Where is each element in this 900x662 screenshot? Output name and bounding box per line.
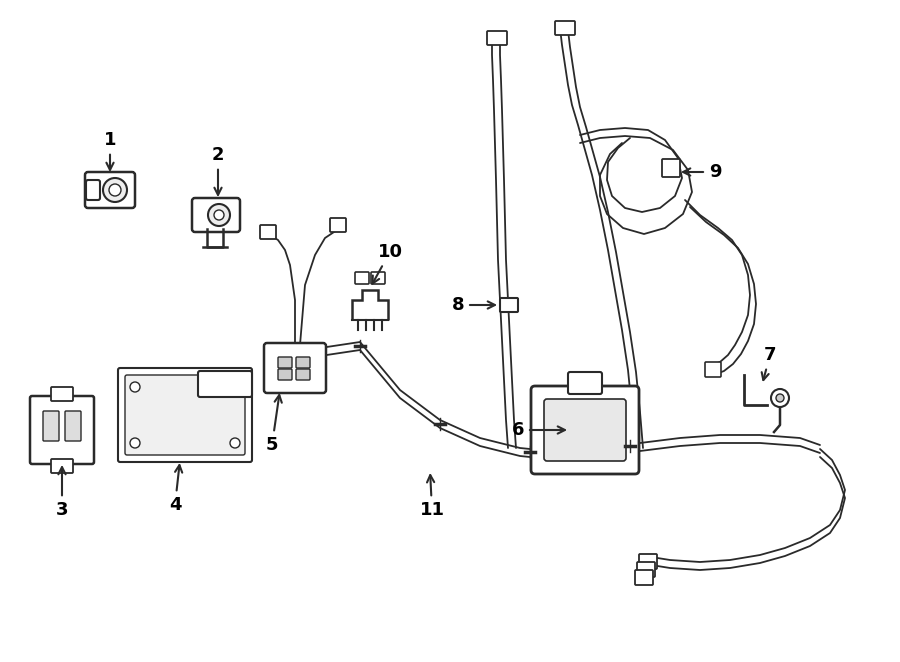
Text: 11: 11 xyxy=(419,475,445,519)
Text: 5: 5 xyxy=(266,395,282,454)
Text: 1: 1 xyxy=(104,131,116,170)
FancyBboxPatch shape xyxy=(639,554,657,569)
FancyBboxPatch shape xyxy=(51,459,73,473)
Circle shape xyxy=(230,438,240,448)
Circle shape xyxy=(776,394,784,402)
FancyBboxPatch shape xyxy=(65,411,81,441)
FancyBboxPatch shape xyxy=(51,387,73,401)
FancyBboxPatch shape xyxy=(198,371,252,397)
FancyBboxPatch shape xyxy=(531,386,639,474)
Text: 10: 10 xyxy=(373,243,402,283)
Text: 7: 7 xyxy=(761,346,776,380)
Text: 9: 9 xyxy=(683,163,721,181)
FancyBboxPatch shape xyxy=(371,272,385,284)
FancyBboxPatch shape xyxy=(544,399,626,461)
FancyBboxPatch shape xyxy=(30,396,94,464)
FancyBboxPatch shape xyxy=(296,357,310,368)
FancyBboxPatch shape xyxy=(85,172,135,208)
Text: 2: 2 xyxy=(212,146,224,195)
Text: 8: 8 xyxy=(452,296,495,314)
Circle shape xyxy=(103,178,127,202)
Circle shape xyxy=(230,382,240,392)
Text: 3: 3 xyxy=(56,467,68,519)
FancyBboxPatch shape xyxy=(192,198,240,232)
FancyBboxPatch shape xyxy=(555,21,575,35)
Circle shape xyxy=(130,438,140,448)
FancyBboxPatch shape xyxy=(296,369,310,380)
Circle shape xyxy=(130,382,140,392)
FancyBboxPatch shape xyxy=(487,31,507,45)
FancyBboxPatch shape xyxy=(355,272,369,284)
FancyBboxPatch shape xyxy=(705,362,721,377)
FancyBboxPatch shape xyxy=(264,343,326,393)
FancyBboxPatch shape xyxy=(278,357,292,368)
Circle shape xyxy=(771,389,789,407)
FancyBboxPatch shape xyxy=(635,570,653,585)
FancyBboxPatch shape xyxy=(568,372,602,394)
FancyBboxPatch shape xyxy=(86,180,100,200)
FancyBboxPatch shape xyxy=(125,375,245,455)
FancyBboxPatch shape xyxy=(662,159,680,177)
FancyBboxPatch shape xyxy=(637,562,655,577)
FancyBboxPatch shape xyxy=(278,369,292,380)
Text: 6: 6 xyxy=(512,421,565,439)
Circle shape xyxy=(214,210,224,220)
Text: 4: 4 xyxy=(169,465,182,514)
FancyBboxPatch shape xyxy=(43,411,59,441)
FancyBboxPatch shape xyxy=(330,218,346,232)
Circle shape xyxy=(208,204,230,226)
FancyBboxPatch shape xyxy=(118,368,252,462)
FancyBboxPatch shape xyxy=(260,225,276,239)
FancyBboxPatch shape xyxy=(500,298,518,312)
Circle shape xyxy=(109,184,121,196)
